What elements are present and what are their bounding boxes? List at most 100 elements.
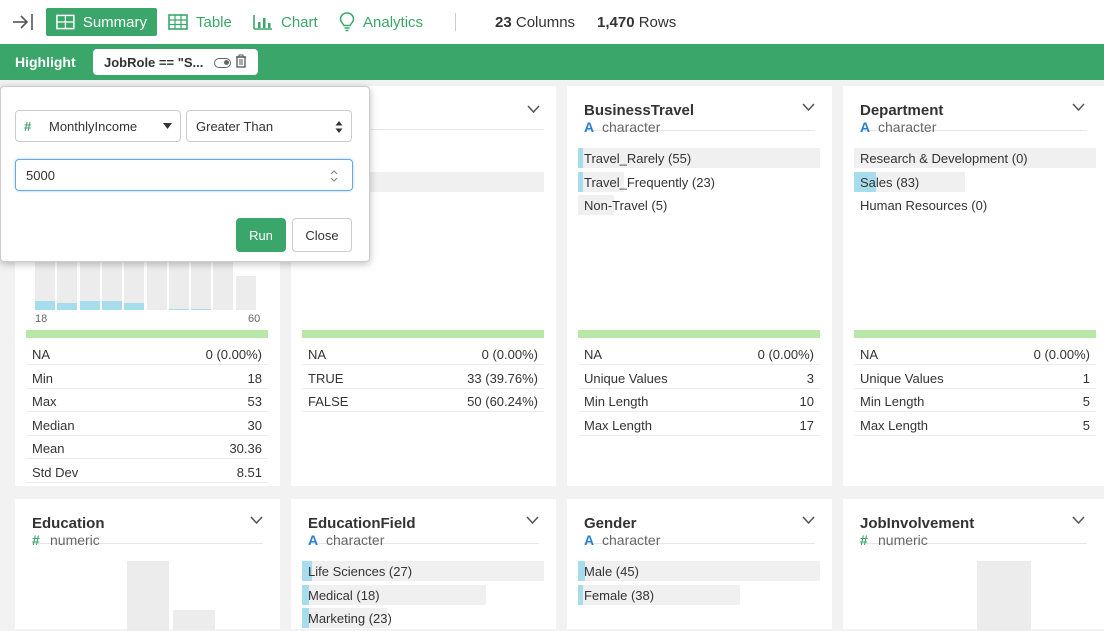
card-header: Education # numeric: [32, 514, 263, 548]
stat-value: 10: [799, 394, 814, 409]
column-select[interactable]: # MonthlyIncome: [15, 110, 181, 142]
chevron-down-icon[interactable]: [802, 103, 815, 111]
value-label: Research & Development (0): [860, 151, 1028, 166]
value-bar[interactable]: Non-Travel (5): [578, 195, 667, 215]
stat-row: Std Dev 8.51: [26, 460, 268, 483]
histogram-highlight: [168, 308, 189, 310]
chart-icon: [253, 15, 272, 30]
value-bar[interactable]: Travel_Rarely (55): [578, 148, 820, 168]
highlight-fill: [578, 171, 583, 192]
histogram-bar[interactable]: [213, 250, 234, 310]
character-type-icon: A: [584, 532, 595, 548]
highlight-bar: Highlight JobRole == "S...: [0, 44, 1104, 80]
stat-value: 8.51: [236, 464, 262, 480]
value-bar[interactable]: Research & Development (0): [854, 148, 1096, 168]
stat-row: Max Length 5: [854, 413, 1096, 436]
value-bar[interactable]: Medical (18): [302, 584, 486, 605]
top-toolbar: Summary Table Chart Analytics 23 Columns…: [0, 0, 1104, 44]
highlight-fill: [302, 608, 310, 628]
chevron-down-icon[interactable]: [250, 516, 263, 524]
stat-row: NA 0 (0.00%): [854, 342, 1096, 365]
stat-value: 50 (60.24%): [467, 394, 538, 409]
value-label: Sales (83): [860, 174, 920, 190]
value-bar[interactable]: Sales (83): [854, 171, 966, 192]
stat-label: Max Length: [860, 417, 928, 433]
stat-label: NA: [32, 347, 51, 362]
stat-row: Max 53: [26, 389, 268, 412]
chevron-down-icon[interactable]: [526, 516, 539, 524]
tab-label: Summary: [82, 13, 147, 31]
histogram-bar[interactable]: [173, 610, 215, 630]
value-bar[interactable]: Female (38): [578, 584, 741, 605]
chevron-down-icon[interactable]: [527, 105, 540, 113]
stat-label: NA: [860, 347, 879, 362]
stat-label: FALSE: [308, 394, 349, 409]
highlight-filter-chip[interactable]: JobRole == "S...: [93, 49, 258, 75]
chevron-down-icon[interactable]: [1072, 516, 1085, 524]
stat-value: 18: [247, 370, 262, 386]
value-label: Male (45): [584, 564, 639, 579]
stat-row: Unique Values 1: [854, 366, 1096, 389]
stat-value: 0 (0.00%): [757, 347, 814, 362]
value-label: Travel_Frequently (23): [584, 174, 716, 190]
toggle-icon[interactable]: [214, 58, 231, 68]
histogram-bar[interactable]: [235, 276, 256, 310]
stat-value: 17: [799, 417, 814, 433]
histogram-bar[interactable]: [127, 561, 169, 631]
stat-label: Min Length: [860, 394, 925, 409]
chevron-down-icon[interactable]: [1072, 103, 1085, 111]
column-select-value: MonthlyIncome: [49, 118, 138, 134]
histogram-highlight: [124, 302, 145, 310]
stat-label: Median: [32, 417, 75, 433]
na-indicator-bar: [578, 330, 820, 338]
collapse-sidebar-icon[interactable]: [12, 11, 34, 33]
histogram-highlight: [35, 301, 55, 310]
trash-icon[interactable]: [235, 54, 247, 68]
tab-summary[interactable]: Summary: [46, 8, 157, 36]
value-bar[interactable]: Life Sciences (27): [302, 561, 544, 581]
stat-value: 30: [247, 417, 262, 433]
stat-label: Unique Values: [584, 370, 668, 386]
histogram-bar[interactable]: [977, 561, 1031, 631]
tab-chart[interactable]: Chart: [253, 8, 318, 36]
card-header: JobInvolvement # numeric: [860, 514, 1087, 548]
summary-icon: [56, 14, 75, 30]
numeric-type-icon: #: [32, 532, 40, 548]
tab-label: Chart: [281, 13, 318, 31]
stat-row: Unique Values 3: [578, 366, 820, 389]
highlight-title: Highlight: [15, 54, 76, 70]
stat-value: 3: [806, 370, 814, 386]
columns-count: 23 Columns: [495, 14, 576, 31]
stat-value: 30.36: [229, 441, 262, 456]
stat-label: Max Length: [584, 417, 652, 433]
select-arrows-icon: [335, 121, 343, 133]
value-bar[interactable]: Travel_Frequently (23): [578, 171, 715, 192]
close-button[interactable]: Close: [292, 218, 352, 252]
column-name: JobInvolvement: [860, 515, 975, 532]
tab-analytics[interactable]: Analytics: [339, 8, 423, 36]
column-name: BusinessTravel: [584, 102, 695, 119]
tab-table[interactable]: Table: [168, 8, 232, 36]
stat-value: 1: [1082, 370, 1090, 386]
value-input[interactable]: 5000: [15, 159, 353, 191]
run-button[interactable]: Run: [236, 218, 286, 252]
highlight-condition-popup: # MonthlyIncome Greater Than 5000 Run Cl…: [0, 86, 370, 262]
value-label: Medical (18): [308, 587, 380, 603]
value-bar[interactable]: Male (45): [578, 561, 820, 581]
chevron-down-icon[interactable]: [802, 516, 815, 524]
tab-label: Table: [196, 13, 232, 31]
operator-select[interactable]: Greater Than: [186, 110, 352, 142]
stat-row: Min 18: [26, 366, 268, 389]
caret-down-icon: [163, 123, 172, 129]
character-type-icon: A: [584, 119, 595, 135]
column-card-jobinvolvement: JobInvolvement # numeric: [843, 499, 1104, 631]
stat-label: Min Length: [584, 394, 649, 409]
value-bar[interactable]: Marketing (23): [302, 608, 392, 628]
number-spinner-icon[interactable]: [330, 169, 338, 183]
value-label: Travel_Rarely (55): [584, 151, 692, 166]
stat-row: NA 0 (0.00%): [26, 342, 268, 365]
